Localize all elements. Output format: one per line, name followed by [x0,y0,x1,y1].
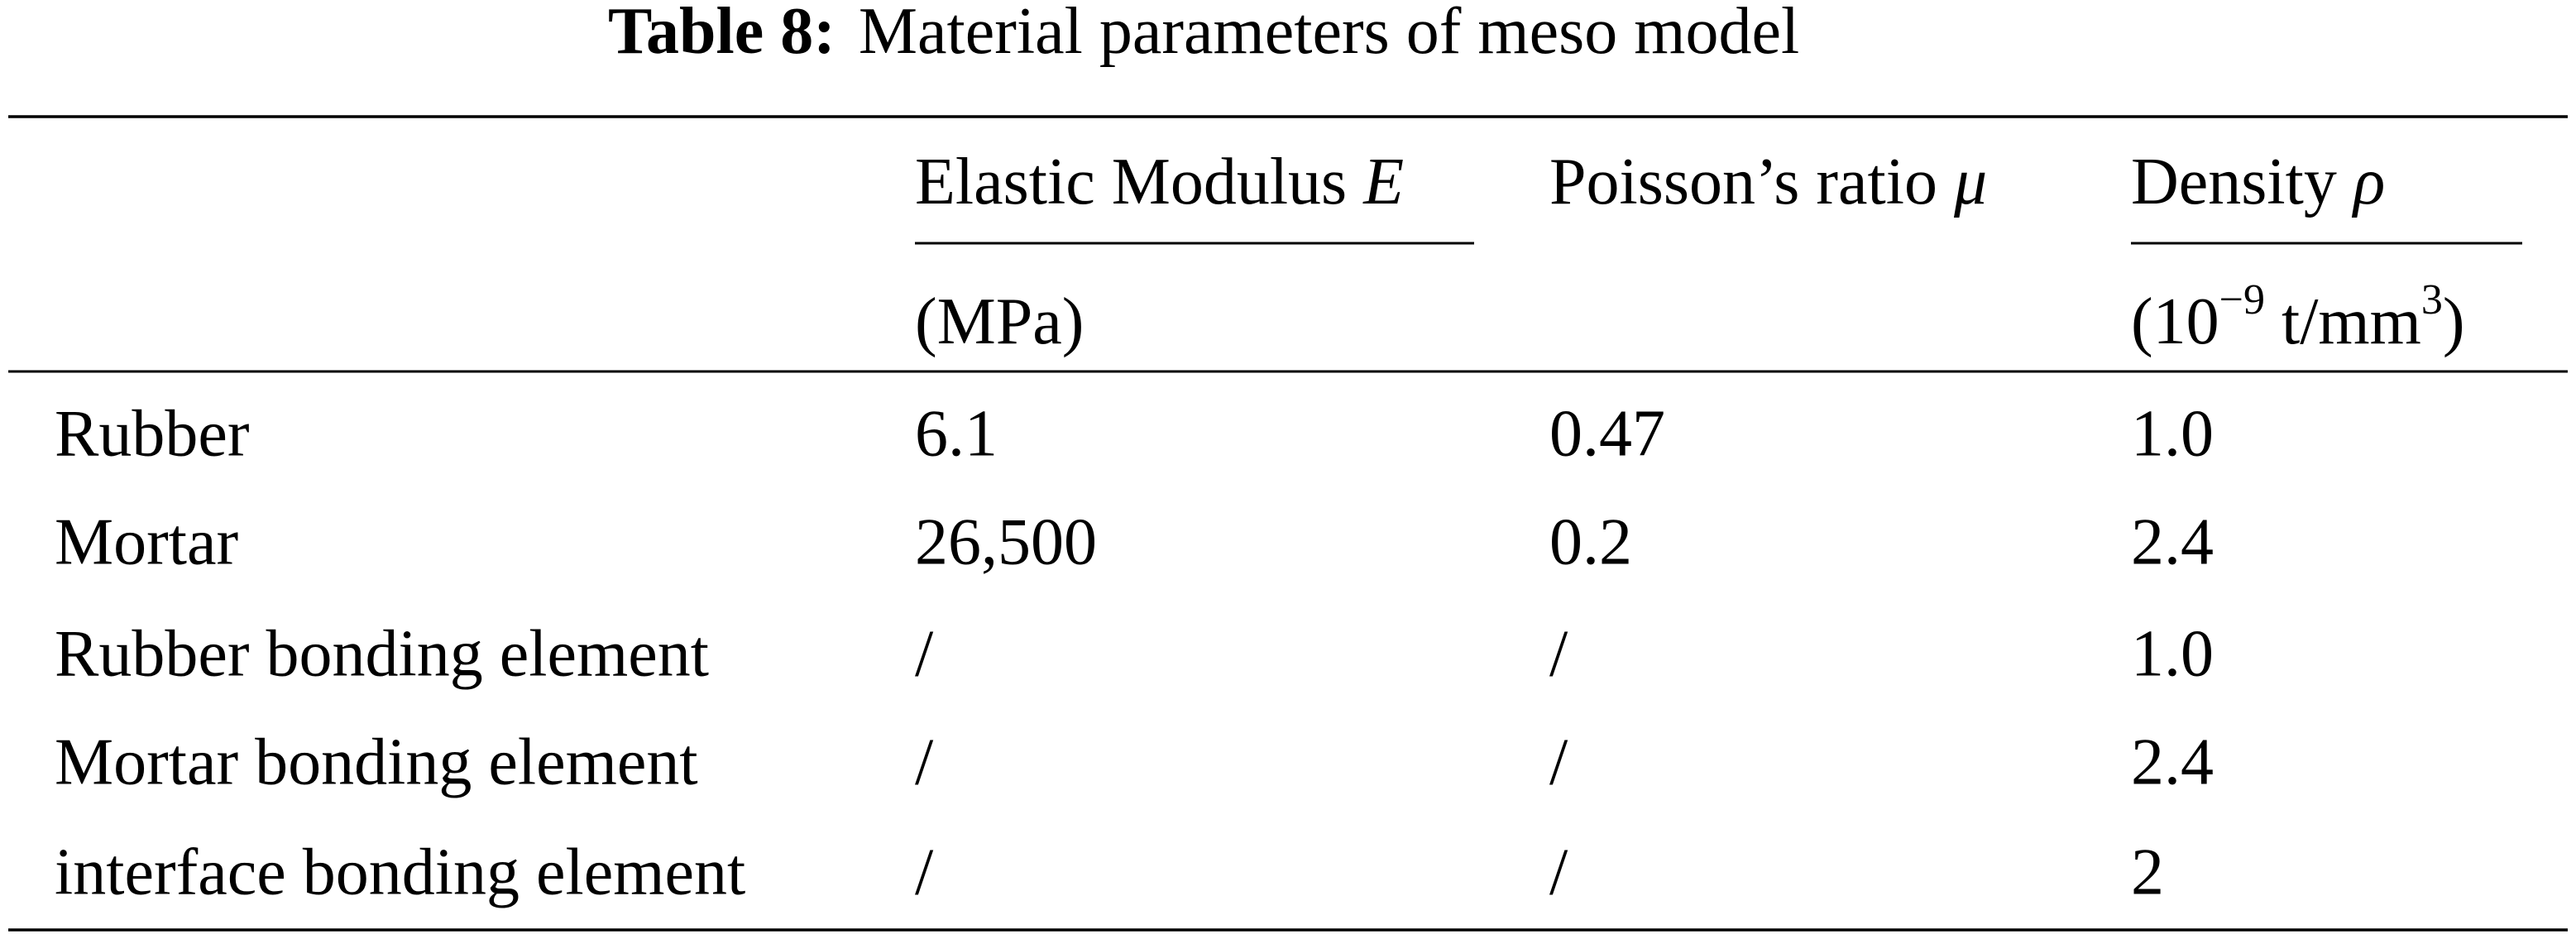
cell: / [915,836,934,908]
header-label: Poisson’s ratio [1549,146,1937,218]
cell: / [1549,836,1568,908]
unit-text: (10 [2131,285,2219,358]
cell: / [915,726,934,798]
unit-text: ) [2443,285,2465,358]
cell: / [915,617,934,690]
header-symbol: E [1362,146,1404,218]
cell: 2.4 [2131,505,2214,578]
column-header: Density ρ [2131,146,2385,218]
cell: 0.2 [1549,505,1632,578]
cell: 2 [2131,836,2164,908]
header-symbol: μ [1953,146,1987,218]
row-label: Mortar [55,505,238,578]
row-label: Rubber bonding element [55,617,709,690]
column-unit: (10−9 t/mm3) [2131,276,2465,358]
title-text: Material parameters of meso model [859,0,1799,68]
cell: 26,500 [915,505,1097,578]
unit-text: t/mm [2265,285,2421,358]
cell: 2.4 [2131,726,2214,798]
unit-superscript: 3 [2421,276,2443,323]
unit-text: (MPa) [915,285,1084,358]
cell: / [1549,726,1568,798]
header-symbol: ρ [2351,146,2385,218]
cell: 1.0 [2131,397,2214,470]
title-label: Table 8: [608,0,836,68]
column-unit: (MPa) [915,285,1084,358]
cell: 0.47 [1549,397,1665,470]
row-label: Rubber [55,397,250,470]
column-header: Elastic Modulus E [915,146,1404,218]
row-label: interface bonding element [55,836,745,908]
header-label: Density [2131,146,2337,218]
table-title: Table 8: Material parameters of meso mode… [608,0,1799,68]
cell: 1.0 [2131,617,2214,690]
cell: / [1549,617,1568,690]
column-header: Poisson’s ratio μ [1549,146,1987,218]
unit-superscript: −9 [2219,276,2265,323]
cell: 6.1 [915,397,998,470]
header-label: Elastic Modulus [915,146,1347,218]
row-label: Mortar bonding element [55,726,698,798]
